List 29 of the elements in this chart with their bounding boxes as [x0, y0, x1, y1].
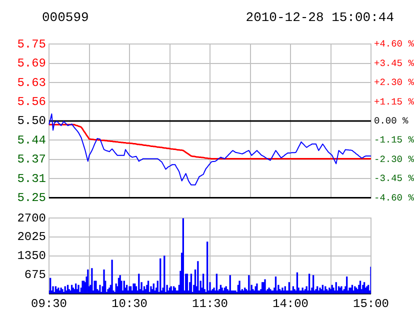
y-tick-label: 5.44	[17, 133, 46, 148]
y2-tick-label: +4.60 %	[374, 38, 414, 50]
y2-tick-label: +1.15 %	[374, 96, 414, 108]
x-tick-label: 10:30	[111, 296, 148, 311]
x-tick-label: 11:30	[192, 296, 228, 311]
y-tick-label: 675	[24, 268, 46, 282]
y-tick-label: 5.50	[17, 114, 46, 128]
y-tick-label: 2025	[17, 230, 46, 244]
y-tick-label: 5.56	[17, 94, 46, 109]
y-tick-label: 5.75	[17, 37, 46, 52]
y-tick-label: 1350	[17, 249, 46, 264]
chart-subtitle: 2010-12-28 15:00:44	[246, 10, 394, 24]
y-tick-label: 5.37	[17, 152, 46, 167]
y2-tick-label: -4.60 %	[374, 192, 414, 204]
y2-tick-label: -3.45 %	[374, 173, 414, 184]
y2-tick-label: 0.00 %	[374, 116, 409, 127]
y2-tick-label: -1.15 %	[374, 134, 414, 146]
y-tick-label: 5.63	[17, 76, 46, 90]
y2-tick-label: +3.45 %	[374, 58, 414, 69]
y-tick-label: 5.25	[17, 190, 46, 205]
x-tick-label: 09:30	[30, 296, 68, 311]
y-tick-label: 5.69	[17, 56, 46, 71]
y-tick-label: 5.31	[17, 172, 46, 186]
x-tick-label: 15:00	[352, 296, 390, 311]
y2-tick-label: +2.30 %	[374, 77, 414, 88]
chart-title: 000599	[42, 10, 89, 24]
y-tick-label: 2700	[17, 211, 46, 226]
x-tick-label: 14:00	[272, 296, 309, 311]
y2-tick-label: -2.30 %	[374, 154, 414, 165]
